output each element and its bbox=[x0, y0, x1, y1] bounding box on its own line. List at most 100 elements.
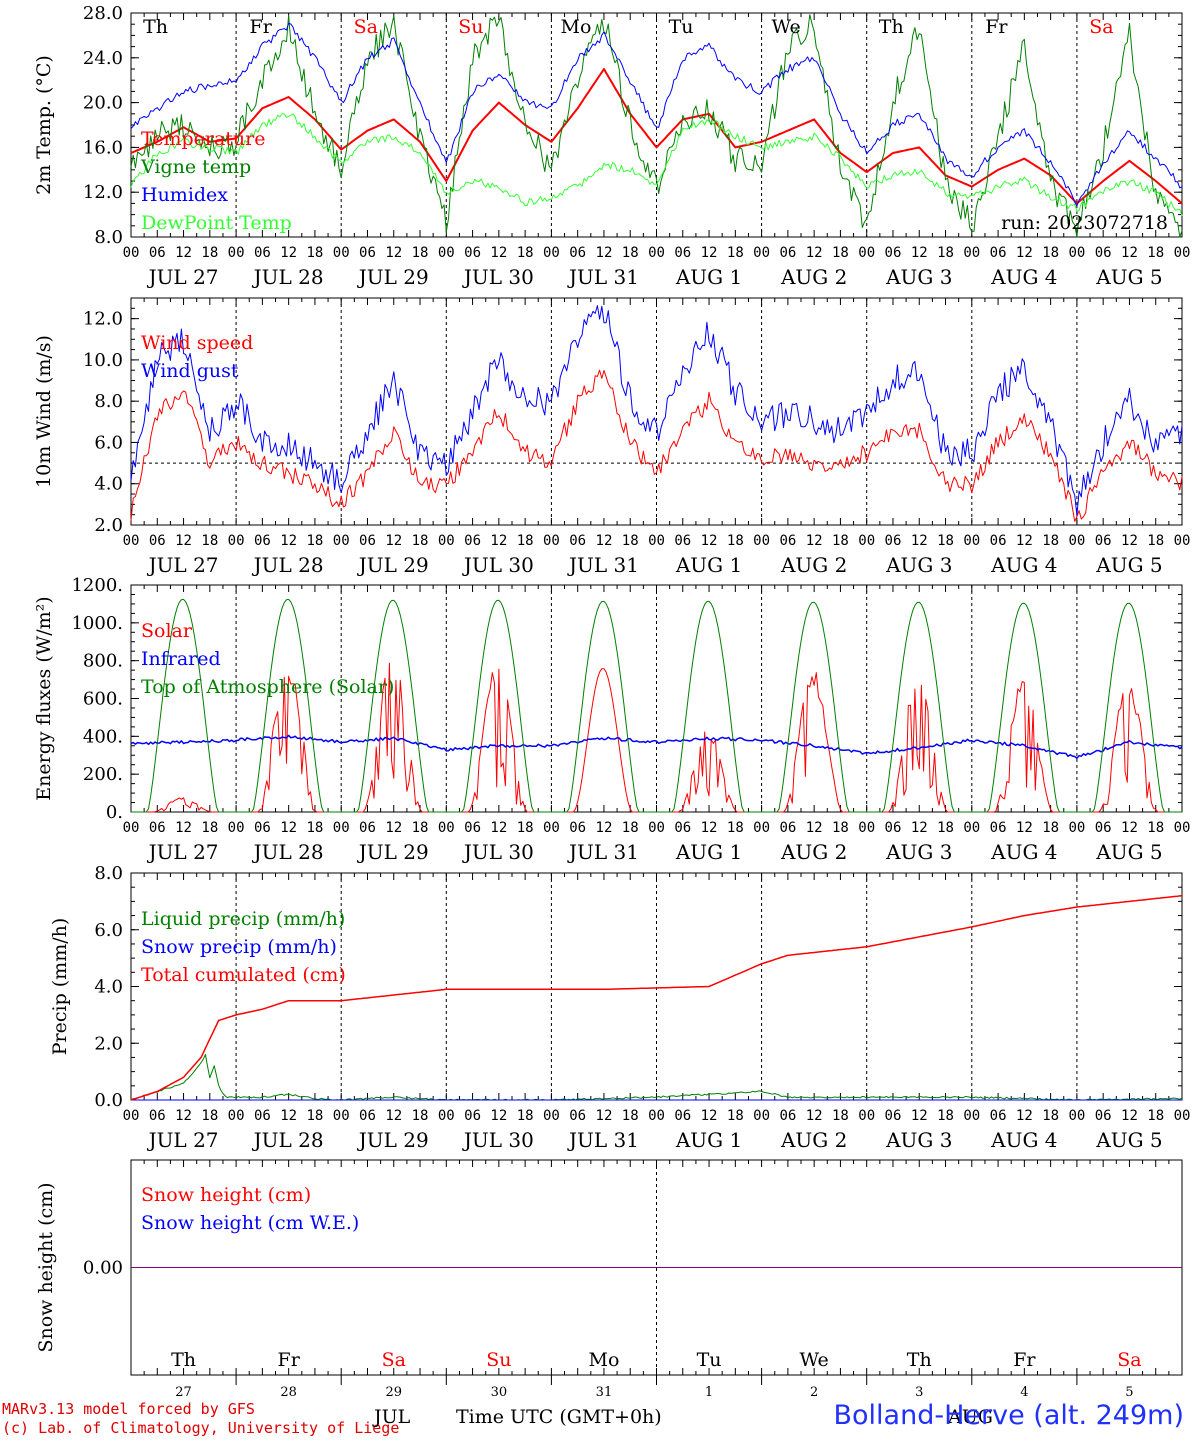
panel-1-weekday-label: Sa bbox=[354, 16, 378, 38]
panel-1-hour-tick-label: 06 bbox=[885, 245, 902, 261]
panel-4-hour-tick-label: 12 bbox=[911, 1108, 928, 1124]
panel-5-day-number: 27 bbox=[175, 1385, 192, 1400]
panel-3-date-label: AUG 1 bbox=[675, 840, 742, 864]
panel-1-y-axis-label: 2m Temp. (°C) bbox=[33, 55, 55, 195]
panel-4-hour-tick-label: 12 bbox=[1016, 1108, 1033, 1124]
panel-1-series-vigne-temp bbox=[130, 14, 1183, 238]
panel-4-hour-tick-label: 06 bbox=[149, 1108, 166, 1124]
panel-1-date-label: AUG 5 bbox=[1095, 265, 1162, 289]
panel-1-date-label: JUL 30 bbox=[462, 265, 534, 289]
panel-4-hour-tick-label: 12 bbox=[490, 1108, 507, 1124]
panel-4-hour-tick-label: 12 bbox=[701, 1108, 718, 1124]
panel-2-hour-tick-label: 18 bbox=[517, 533, 534, 549]
panel-4-y-axis-label: Precip (mm/h) bbox=[49, 918, 71, 1056]
panel-2-hour-tick-label: 06 bbox=[569, 533, 586, 549]
panel-5-weekday-label: Th bbox=[171, 1349, 196, 1371]
panel-4-date-label: JUL 30 bbox=[462, 1128, 534, 1152]
panel-3-hour-tick-label: 06 bbox=[674, 820, 691, 836]
panel-1-legend-temperature: Temperature bbox=[141, 128, 265, 150]
panel-2-hour-tick-label: 12 bbox=[385, 533, 402, 549]
panel-3-hour-tick-label: 06 bbox=[885, 820, 902, 836]
panel-4-series-liquid-precip-mm-h- bbox=[130, 1054, 1183, 1101]
panel-1-date-label: AUG 2 bbox=[780, 265, 847, 289]
panel-2-hour-tick-label: 18 bbox=[832, 533, 849, 549]
panel-1-hour-tick-label: 12 bbox=[1016, 245, 1033, 261]
panel-4-hour-tick-label: 00 bbox=[753, 1108, 770, 1124]
panel-2-hour-tick-label: 06 bbox=[149, 533, 166, 549]
panel-4-hour-tick-label: 06 bbox=[569, 1108, 586, 1124]
panel-4-series-total-cumulated-cm- bbox=[130, 894, 1183, 1101]
panel-3-hour-tick-label: 18 bbox=[1042, 820, 1059, 836]
panel-3-date-label: AUG 3 bbox=[885, 840, 952, 864]
panel-3-hour-tick-label: 18 bbox=[201, 820, 218, 836]
panel-3-hour-tick-label: 06 bbox=[464, 820, 481, 836]
panel-2-hour-tick-label: 00 bbox=[333, 533, 350, 549]
panel-4-legend-snow-precip-mm-h-: Snow precip (mm/h) bbox=[141, 936, 337, 958]
panel-2-hour-tick-label: 06 bbox=[464, 533, 481, 549]
panel-2-date-label: AUG 3 bbox=[885, 553, 952, 577]
panel-4-date-label: JUL 29 bbox=[357, 1128, 429, 1152]
panel-3-hour-tick-label: 06 bbox=[779, 820, 796, 836]
panel-5-day-number: 31 bbox=[596, 1385, 613, 1400]
panel-3-hour-tick-label: 06 bbox=[569, 820, 586, 836]
panel-4-hour-tick-label: 00 bbox=[858, 1108, 875, 1124]
panel-1-hour-tick-label: 06 bbox=[674, 245, 691, 261]
panel-2-hour-tick-label: 12 bbox=[911, 533, 928, 549]
panel-1-hour-tick-label: 06 bbox=[359, 245, 376, 261]
panel-1-hour-tick-label: 12 bbox=[280, 245, 297, 261]
panel-1-hour-tick-label: 12 bbox=[385, 245, 402, 261]
panel-1-hour-tick-label: 18 bbox=[306, 245, 323, 261]
panel-5-weekday-label: Su bbox=[486, 1349, 511, 1371]
panel-1-hour-tick-label: 18 bbox=[622, 245, 639, 261]
panel-2-hour-tick-label: 12 bbox=[490, 533, 507, 549]
panel-3-hour-tick-label: 00 bbox=[228, 820, 245, 836]
panel-1-y-tick-label: 28.0 bbox=[83, 3, 123, 24]
panel-1-y-tick-label: 16.0 bbox=[83, 137, 123, 158]
panel-3-y-axis-label: Energy fluxes (W/m²) bbox=[33, 596, 55, 800]
panel-4-hour-tick-label: 18 bbox=[832, 1108, 849, 1124]
panel-1-weekday-label: Sa bbox=[1089, 16, 1113, 38]
panel-2-hour-tick-label: 00 bbox=[753, 533, 770, 549]
panel-5-day-number: 5 bbox=[1125, 1385, 1133, 1400]
panel-5-weekday-label: Fr bbox=[278, 1349, 301, 1371]
panel-5-day-number: 4 bbox=[1020, 1385, 1028, 1400]
panel-4-hour-tick-label: 18 bbox=[727, 1108, 744, 1124]
panel-1-date-label: AUG 3 bbox=[885, 265, 952, 289]
panel-1-hour-tick-label: 00 bbox=[963, 245, 980, 261]
panel-1-hour-tick-label: 18 bbox=[201, 245, 218, 261]
panel-4-date-label: JUL 31 bbox=[567, 1128, 639, 1152]
panel-3-hour-tick-label: 18 bbox=[1147, 820, 1164, 836]
panel-2-hour-tick-label: 12 bbox=[175, 533, 192, 549]
panel-5-weekday-label: Th bbox=[907, 1349, 932, 1371]
panel-2-date-label: AUG 1 bbox=[675, 553, 742, 577]
panel-4-hour-tick-label: 18 bbox=[937, 1108, 954, 1124]
panel-4-hour-tick-label: 00 bbox=[1174, 1108, 1191, 1124]
panel-1-series-temperature bbox=[130, 68, 1183, 205]
panel-4-hour-tick-label: 18 bbox=[622, 1108, 639, 1124]
time-axis-label: Time UTC (GMT+0h) bbox=[456, 1406, 662, 1428]
panel-1-hour-tick-label: 00 bbox=[543, 245, 560, 261]
panel-3-hour-tick-label: 06 bbox=[1095, 820, 1112, 836]
panel-3-hour-tick-label: 00 bbox=[333, 820, 350, 836]
panel-1-hour-tick-label: 00 bbox=[123, 245, 140, 261]
panel-3-hour-tick-label: 12 bbox=[701, 820, 718, 836]
panel-5-weekday-label: Mo bbox=[588, 1349, 619, 1371]
panel-2-hour-tick-label: 12 bbox=[1016, 533, 1033, 549]
panel-2-hour-tick-label: 18 bbox=[937, 533, 954, 549]
panel-2-hour-tick-label: 00 bbox=[1068, 533, 1085, 549]
panel-2-y-axis-label: 10m Wind (m/s) bbox=[33, 335, 55, 488]
panel-3-legend-infrared: Infrared bbox=[141, 648, 221, 670]
panel-3-hour-tick-label: 06 bbox=[359, 820, 376, 836]
panel-5-weekday-label: Sa bbox=[1117, 1349, 1141, 1371]
panel-3-date-label: AUG 4 bbox=[990, 840, 1057, 864]
panel-3-hour-tick-label: 00 bbox=[1068, 820, 1085, 836]
panel-5-weekday-label: Sa bbox=[382, 1349, 406, 1371]
panel-1-date-label: AUG 1 bbox=[675, 265, 742, 289]
panel-4-y-tick-label: 4.0 bbox=[94, 977, 123, 998]
panel-1-y-tick-label: 20.0 bbox=[83, 93, 123, 114]
panel-1-date-label: JUL 28 bbox=[252, 265, 324, 289]
panel-4-hour-tick-label: 06 bbox=[254, 1108, 271, 1124]
panel-4-y-tick-label: 6.0 bbox=[94, 920, 123, 941]
panel-1-hour-tick-label: 00 bbox=[333, 245, 350, 261]
panel-5-day-number: 2 bbox=[810, 1385, 818, 1400]
